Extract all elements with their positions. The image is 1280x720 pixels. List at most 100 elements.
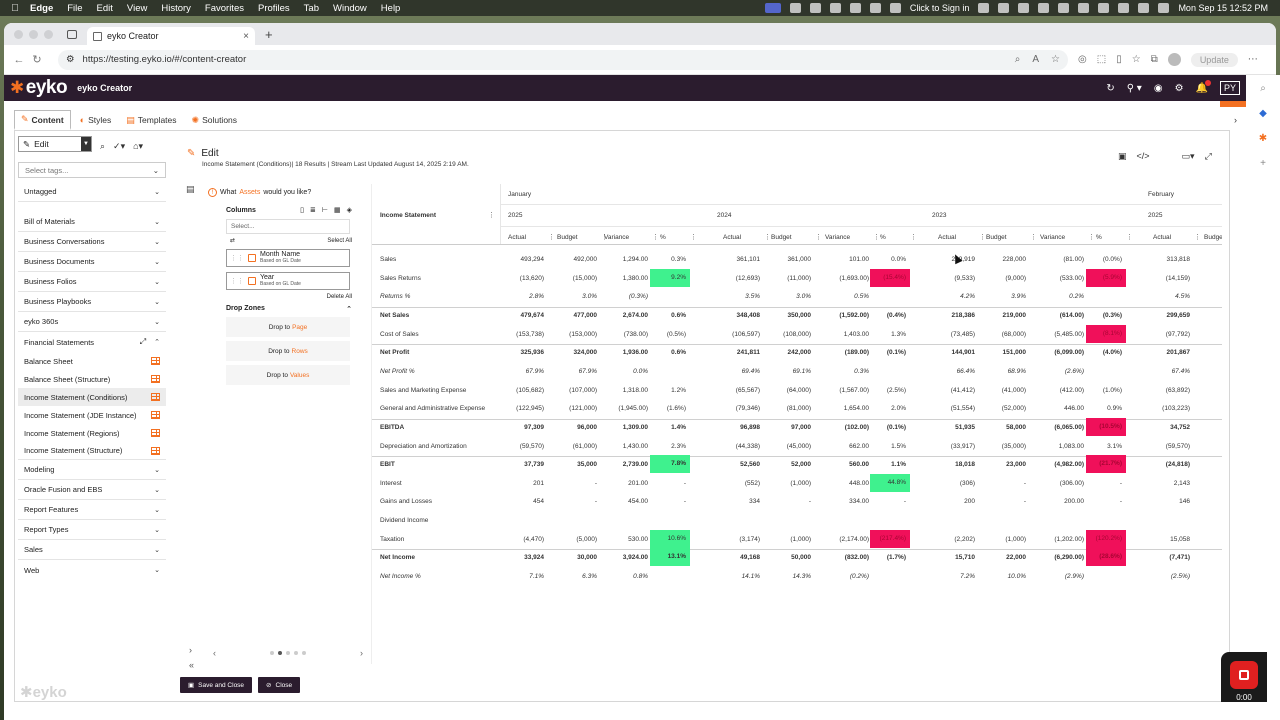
table-cell[interactable]: 200 bbox=[964, 498, 975, 506]
table-cell[interactable]: (8.1%) bbox=[1086, 324, 1126, 343]
page-dot[interactable] bbox=[270, 651, 274, 655]
table-cell[interactable]: (2.9%) bbox=[1064, 573, 1084, 581]
maximize-window-button[interactable] bbox=[44, 29, 53, 39]
more-vertical-icon[interactable]: ⋮ bbox=[979, 234, 986, 241]
table-cell[interactable]: (81,000) bbox=[786, 405, 811, 413]
table-cell[interactable]: 350,000 bbox=[787, 311, 812, 319]
table-cell[interactable]: 241,811 bbox=[736, 349, 760, 357]
table-cell[interactable]: 1,654.00 bbox=[843, 405, 869, 413]
table-cell[interactable]: (102.00) bbox=[844, 423, 869, 431]
item-income-statement-structure[interactable]: Income Statement (Structure) bbox=[18, 442, 166, 460]
table-cell[interactable]: 1,380.00 bbox=[622, 274, 648, 282]
menu-help[interactable]: Help bbox=[380, 2, 401, 14]
browser-tab[interactable]: eyko Creator × bbox=[87, 27, 255, 45]
drag-handle-icon[interactable]: ⋮⋮ bbox=[230, 278, 244, 285]
table-cell[interactable]: 69.1% bbox=[792, 367, 811, 375]
table-cell[interactable]: (52,000) bbox=[1001, 405, 1026, 413]
table-cell[interactable]: 3.9% bbox=[1011, 293, 1026, 301]
tray-icon[interactable] bbox=[889, 3, 901, 13]
table-cell[interactable]: (1 bbox=[1190, 405, 1222, 412]
table-cell[interactable]: 348,408 bbox=[736, 311, 761, 319]
category-sales[interactable]: Sales ⌄ bbox=[18, 540, 166, 560]
drop-values[interactable]: Drop to Values bbox=[226, 365, 350, 385]
more-vertical-icon[interactable]: ⋮ bbox=[1088, 234, 1095, 241]
table-cell[interactable]: 37,739 bbox=[524, 461, 544, 469]
table-cell[interactable]: (41,412) bbox=[950, 386, 975, 394]
clock[interactable]: Mon Sep 15 12:52 PM bbox=[1178, 3, 1268, 13]
table-cell[interactable]: 334.00 bbox=[849, 498, 869, 506]
table-cell[interactable]: 1,936.00 bbox=[622, 349, 648, 357]
table-cell[interactable]: (12,693) bbox=[735, 274, 760, 282]
table-cell[interactable]: (552) bbox=[744, 479, 760, 487]
table-cell[interactable]: 662.00 bbox=[849, 442, 869, 450]
address-bar[interactable]: ⚙ https://testing.eyko.io/#/content-crea… bbox=[58, 49, 1068, 70]
menu-tab[interactable]: Tab bbox=[303, 2, 319, 14]
table-cell[interactable]: - bbox=[1023, 498, 1026, 506]
select-all-button[interactable]: Select All bbox=[327, 237, 352, 244]
measure-header[interactable]: Budget bbox=[557, 234, 578, 241]
category-web[interactable]: Web ⌄ bbox=[24, 565, 160, 575]
table-cell[interactable]: 96,898 bbox=[740, 423, 760, 431]
measure-header[interactable]: Budget bbox=[771, 234, 792, 241]
table-cell[interactable]: (0.1%) bbox=[886, 349, 906, 357]
table-cell[interactable]: (1.7%) bbox=[886, 554, 906, 562]
table-cell[interactable]: (33,917) bbox=[950, 442, 975, 450]
table-cell[interactable]: - bbox=[903, 498, 906, 506]
document-icon[interactable]: ▯ bbox=[300, 207, 304, 214]
tray-icon[interactable] bbox=[869, 3, 881, 13]
chevron-right-icon[interactable]: › bbox=[360, 648, 363, 658]
table-cell[interactable]: (6,065.00) bbox=[1054, 423, 1084, 431]
table-cell[interactable]: 7.8% bbox=[650, 455, 690, 474]
table-cell[interactable]: 97,000 bbox=[791, 423, 811, 431]
delete-all-button[interactable]: Delete All bbox=[326, 294, 352, 300]
table-cell[interactable]: 96,000 bbox=[577, 423, 597, 431]
table-cell[interactable]: (1.0%) bbox=[1102, 386, 1122, 394]
table-cell[interactable]: 10.0% bbox=[1007, 573, 1026, 581]
table-cell[interactable]: 479,674 bbox=[520, 311, 545, 319]
update-button[interactable]: Update bbox=[1190, 52, 1238, 67]
drop-page[interactable]: Drop to Page bbox=[226, 317, 350, 337]
category-bill-of-materials[interactable]: Bill of Materials ⌄ bbox=[18, 212, 166, 232]
table-cell[interactable]: (0.4%) bbox=[886, 311, 906, 319]
chevron-left-icon[interactable]: ‹ bbox=[213, 648, 216, 658]
table-cell[interactable]: 52,000 bbox=[791, 461, 811, 469]
table-cell[interactable]: 18,018 bbox=[955, 461, 975, 469]
menu-edit[interactable]: Edit bbox=[96, 2, 113, 14]
menu-profiles[interactable]: Profiles bbox=[257, 2, 290, 14]
category-financial-statements[interactable]: Financial Statements ⤢ ⌃ bbox=[24, 337, 160, 347]
favorite-star-icon[interactable]: ☆ bbox=[1051, 54, 1060, 65]
table-cell[interactable]: 2,739.00 bbox=[622, 461, 648, 469]
save-and-close-button[interactable]: ▣ Save and Close bbox=[180, 677, 253, 693]
table-cell[interactable]: (412.00) bbox=[1059, 386, 1084, 394]
table-cell[interactable]: (107,000) bbox=[569, 386, 597, 394]
table-cell[interactable]: ( bbox=[1190, 275, 1222, 282]
table-cell[interactable]: 219,000 bbox=[1002, 311, 1027, 319]
table-cell[interactable]: 146 bbox=[1179, 498, 1190, 506]
menu-favorites[interactable]: Favorites bbox=[204, 2, 244, 14]
item-income-statement-conditions[interactable]: Income Statement (Conditions) bbox=[18, 388, 166, 406]
help-icon[interactable]: ◉ bbox=[1153, 82, 1163, 94]
eyko-star-icon[interactable]: ✱ bbox=[1258, 133, 1268, 144]
tray-icon[interactable] bbox=[789, 3, 801, 13]
table-cell[interactable]: 35,000 bbox=[577, 461, 597, 469]
table-cell[interactable]: 361,000 bbox=[787, 256, 812, 263]
table-cell[interactable]: - bbox=[808, 498, 811, 506]
table-cell[interactable]: 325,936 bbox=[520, 349, 545, 357]
table-cell[interactable]: 477,000 bbox=[573, 311, 598, 319]
extension-icon[interactable]: ◎ bbox=[1078, 54, 1087, 65]
measure-header[interactable]: Budget bbox=[1204, 234, 1222, 241]
site-info-icon[interactable]: ⚙ bbox=[66, 54, 75, 65]
measure-header[interactable]: Actual bbox=[1153, 234, 1172, 241]
measure-header[interactable]: Actual bbox=[508, 234, 527, 241]
table-cell[interactable]: 530.00 bbox=[628, 535, 648, 543]
table-cell[interactable]: (832.00) bbox=[844, 554, 869, 562]
control-center-icon[interactable] bbox=[1138, 3, 1150, 13]
zoom-icon[interactable] bbox=[809, 3, 821, 13]
table-cell[interactable]: 560.00 bbox=[849, 461, 869, 469]
read-aloud-icon[interactable]: A bbox=[1032, 54, 1040, 65]
table-cell[interactable]: (63,892) bbox=[1165, 386, 1190, 394]
tray-icon[interactable] bbox=[1038, 3, 1050, 13]
table-cell[interactable]: 52,560 bbox=[740, 461, 760, 469]
chevron-down-icon[interactable]: ▼ bbox=[81, 137, 91, 151]
table-cell[interactable]: (120.2%) bbox=[1086, 529, 1126, 548]
